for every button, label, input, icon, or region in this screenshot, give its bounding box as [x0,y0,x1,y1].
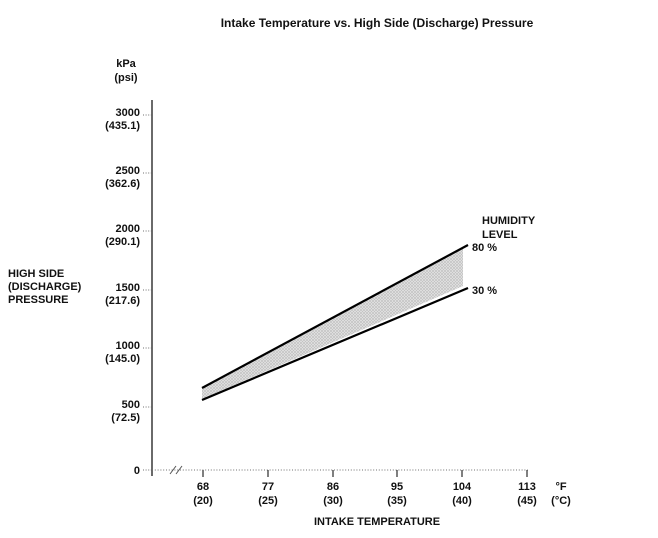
x-unit-f: °F [555,481,566,493]
y-tick-kpa: 2500 [116,165,140,177]
y-tick-kpa: 3000 [116,107,140,119]
x-unit-c: (°C) [551,495,571,507]
x-tick-f: 113 [518,481,536,493]
y-tick-psi: (435.1) [105,120,140,132]
y-tick-kpa: 1000 [116,340,140,352]
x-tick-86: 86 (30) [323,470,343,507]
y-axis-title-line3: PRESSURE [8,294,69,306]
x-tick-c: (20) [193,495,213,507]
x-tick-f: 104 [453,481,472,493]
x-tick-68: 68 (20) [193,470,213,507]
legend-80pct-label: 80 % [472,242,497,254]
x-tick-c: (40) [452,495,472,507]
y-tick-psi: (290.1) [105,236,140,248]
x-tick-104: 104 (40) [452,470,472,507]
x-axis-title: INTAKE TEMPERATURE [314,516,440,528]
y-tick-psi: (72.5) [111,412,140,424]
humidity-band-area [202,247,463,399]
x-tick-113: 113 (45) [517,470,537,507]
y-tick-2000: 2000 (290.1) [105,223,152,248]
axis-break-mark [175,465,183,475]
x-tick-77: 77 (25) [258,470,278,507]
y-axis-title: HIGH SIDE (DISCHARGE) PRESSURE [8,268,82,306]
y-tick-500: 500 (72.5) [111,399,152,424]
x-tick-f: 95 [391,481,403,493]
y-tick-kpa: 500 [122,399,140,411]
y-tick-2500: 2500 (362.6) [105,165,152,190]
y-tick-1000: 1000 (145.0) [105,340,152,365]
x-tick-f: 86 [327,481,339,493]
y-tick-3000: 3000 (435.1) [105,107,152,132]
y-tick-psi: (217.6) [105,295,140,307]
series-line-30pct [201,286,469,402]
x-tick-c: (35) [387,495,407,507]
y-tick-kpa: 1500 [116,282,140,294]
y-tick-kpa: 0 [134,465,140,477]
x-tick-c: (25) [258,495,278,507]
x-tick-c: (30) [323,495,343,507]
x-tick-f: 77 [262,481,274,493]
y-axis-title-line2: (DISCHARGE) [8,281,82,293]
legend: HUMIDITY LEVEL 80 % 30 % [472,215,536,297]
axis-break-mark [169,465,177,475]
x-tick-f: 68 [197,481,209,493]
y-tick-psi: (362.6) [105,178,140,190]
x-tick-95: 95 (35) [387,470,407,507]
y-axis-title-line1: HIGH SIDE [8,268,64,280]
y-tick-1500: 1500 (217.6) [105,282,152,307]
x-tick-c: (45) [517,495,537,507]
y-unit-kpa: kPa [116,58,136,70]
y-tick-psi: (145.0) [105,353,140,365]
series-line-80pct [201,244,469,389]
legend-30pct-label: 30 % [472,285,497,297]
y-unit-psi: (psi) [114,72,138,84]
y-tick-0: 0 [134,465,152,477]
legend-title-line2: LEVEL [482,229,518,241]
chart-title: Intake Temperature vs. High Side (Discha… [221,16,534,30]
legend-title-line1: HUMIDITY [482,215,536,227]
y-tick-kpa: 2000 [116,223,140,235]
